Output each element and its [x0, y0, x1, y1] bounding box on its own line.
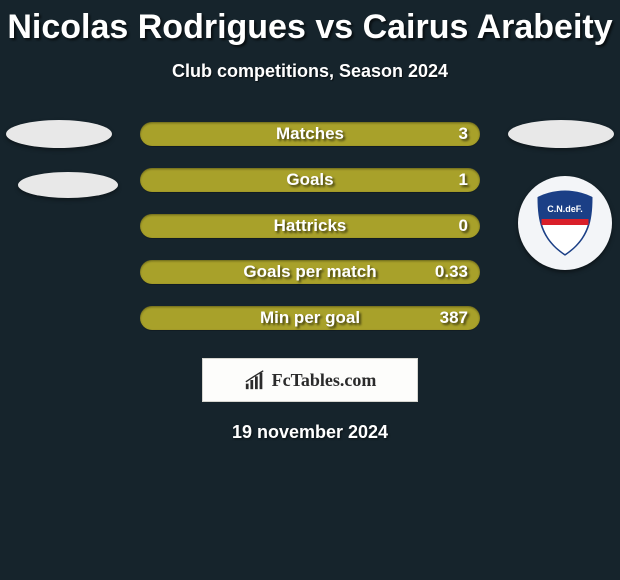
comparison-title: Nicolas Rodrigues vs Cairus Arabeity — [0, 0, 620, 47]
stat-value-right: 3 — [459, 124, 468, 144]
brand-box: FcTables.com — [202, 358, 418, 402]
stat-bar: Min per goal 387 — [140, 306, 480, 330]
svg-text:C.N.deF.: C.N.deF. — [547, 204, 583, 214]
comparison-subtitle: Club competitions, Season 2024 — [0, 61, 620, 82]
stat-bar: Goals 1 — [140, 168, 480, 192]
comparison-date: 19 november 2024 — [0, 422, 620, 443]
club-badge-right: C.N.deF. — [518, 176, 612, 270]
stat-value-right: 0 — [459, 216, 468, 236]
stat-value-right: 1 — [459, 170, 468, 190]
stat-bar: Goals per match 0.33 — [140, 260, 480, 284]
stat-bars: Matches 3 Goals 1 Hattricks 0 Goals per … — [140, 122, 480, 330]
placeholder-ellipse-right-1 — [508, 120, 614, 148]
stat-bar: Hattricks 0 — [140, 214, 480, 238]
stat-bar: Matches 3 — [140, 122, 480, 146]
stat-label: Hattricks — [274, 216, 347, 236]
placeholder-ellipse-left-2 — [18, 172, 118, 198]
shield-icon: C.N.deF. — [535, 190, 595, 256]
stat-label: Min per goal — [260, 308, 360, 328]
stat-label: Goals — [286, 170, 333, 190]
stat-label: Matches — [276, 124, 344, 144]
stat-value-right: 387 — [440, 308, 468, 328]
bars-growth-icon — [244, 369, 266, 391]
stat-value-right: 0.33 — [435, 262, 468, 282]
brand-text: FcTables.com — [272, 370, 377, 391]
placeholder-ellipse-left-1 — [6, 120, 112, 148]
stat-label: Goals per match — [243, 262, 376, 282]
stats-area: C.N.deF. Matches 3 Goals 1 Hattricks 0 G… — [0, 122, 620, 330]
